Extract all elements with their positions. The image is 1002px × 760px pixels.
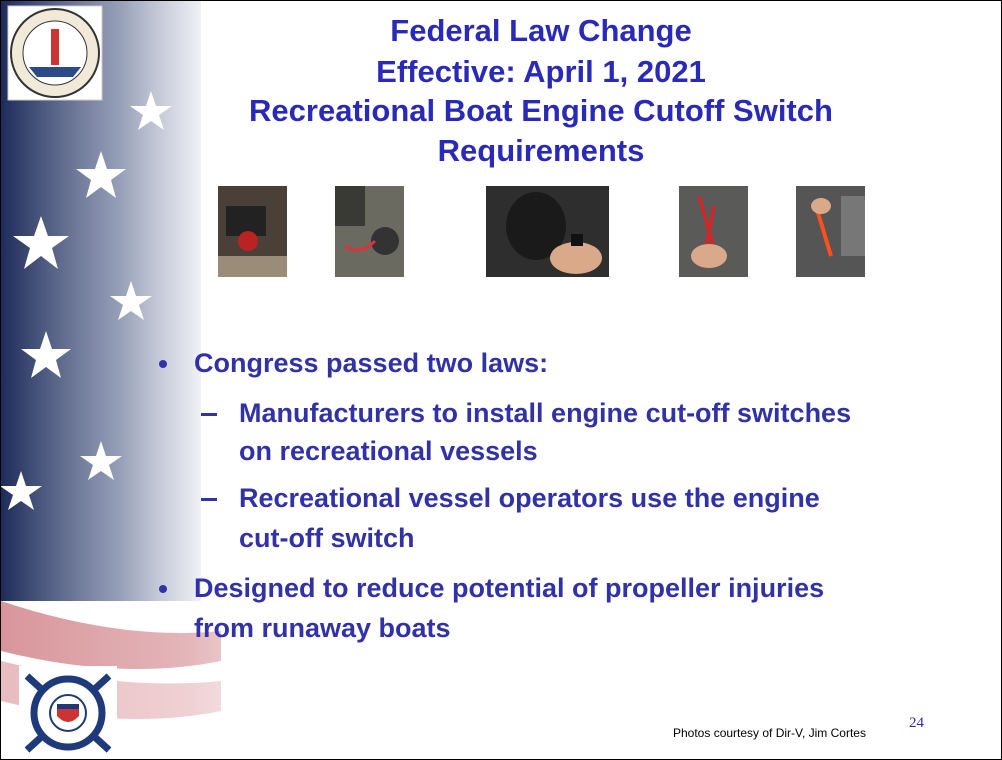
page: Federal Law Change Effective: April 1, 2… bbox=[0, 0, 1002, 760]
dash bbox=[201, 413, 217, 416]
photo bbox=[218, 186, 287, 277]
bullet-text: from runaway boats bbox=[194, 613, 451, 644]
photo-credit: Photos courtesy of Dir-V, Jim Cortes bbox=[673, 726, 866, 740]
title-line: Recreational Boat Engine Cutoff Switch bbox=[141, 93, 941, 129]
sub-bullet-text: Manufacturers to install engine cut-off … bbox=[239, 398, 851, 429]
auxiliary-logo-top bbox=[7, 5, 103, 101]
photo bbox=[796, 186, 865, 277]
bullet bbox=[159, 585, 167, 593]
bullet bbox=[159, 360, 167, 368]
slide: Federal Law Change Effective: April 1, 2… bbox=[0, 0, 1002, 760]
photo bbox=[486, 186, 609, 277]
photo bbox=[335, 186, 404, 277]
sub-bullet-text: on recreational vessels bbox=[239, 436, 538, 467]
dash bbox=[201, 498, 217, 501]
photo bbox=[679, 186, 748, 277]
sub-bullet-text: Recreational vessel operators use the en… bbox=[239, 483, 820, 514]
title-line: Requirements bbox=[141, 133, 941, 169]
page-number: 24 bbox=[909, 715, 924, 732]
title-line: Effective: April 1, 2021 bbox=[141, 54, 941, 90]
sub-bullet-text: cut-off switch bbox=[239, 523, 415, 554]
title-line: Federal Law Change bbox=[141, 13, 941, 49]
bullet-text: Designed to reduce potential of propelle… bbox=[194, 573, 824, 604]
auxiliary-logo-bottom bbox=[19, 666, 117, 760]
bullet-text: Congress passed two laws: bbox=[194, 348, 548, 379]
